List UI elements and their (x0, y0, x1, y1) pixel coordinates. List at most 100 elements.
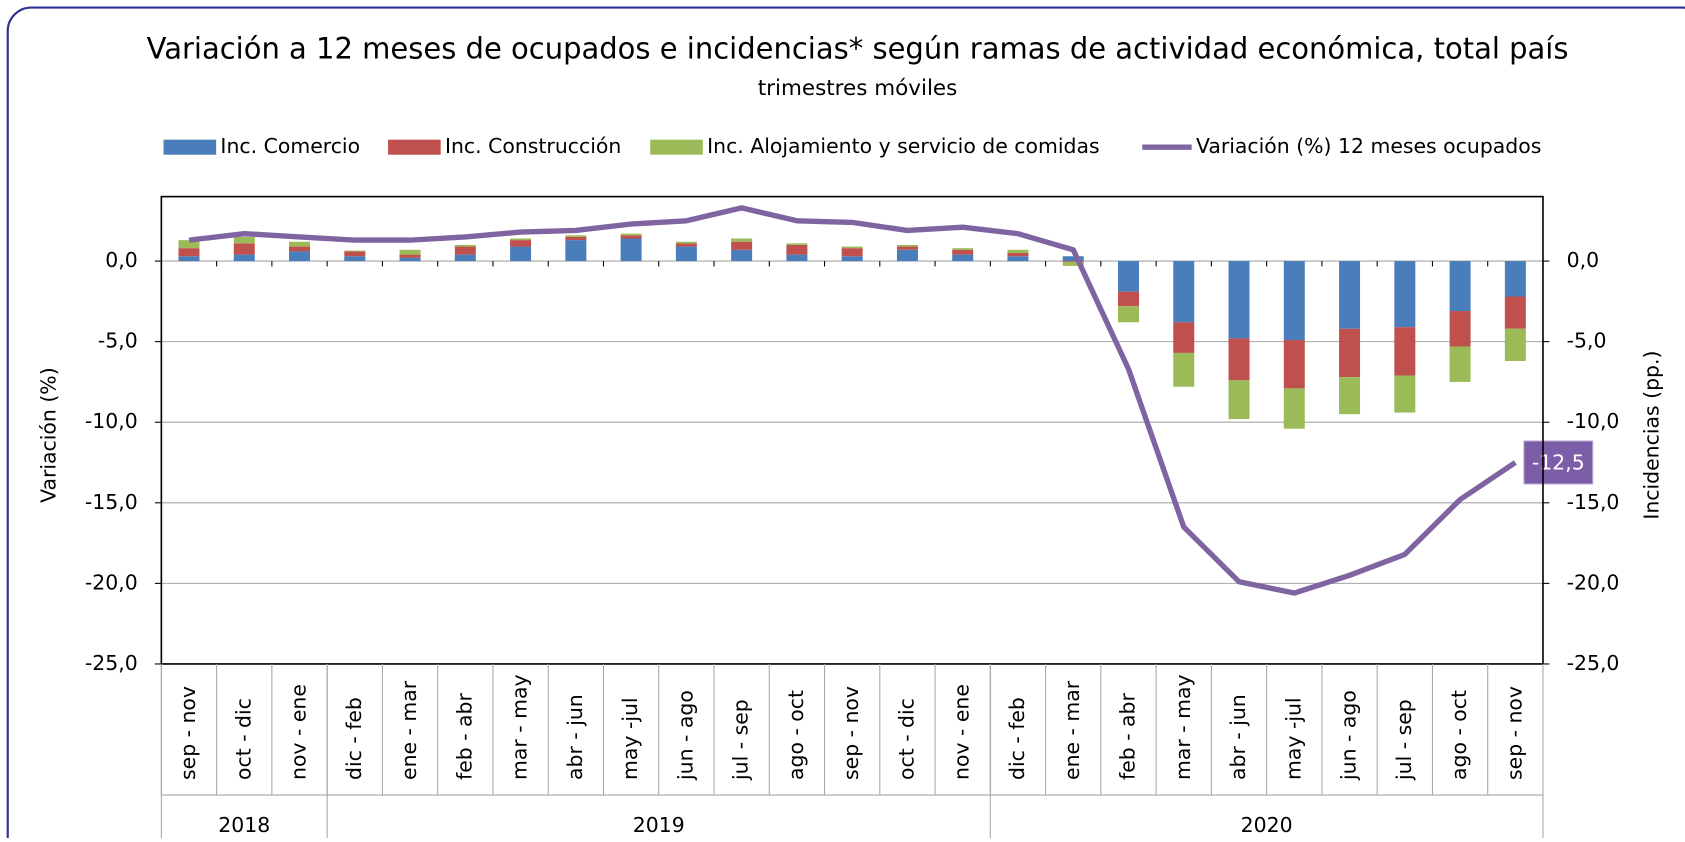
bar (510, 240, 532, 247)
chart-subtitle: trimestres móviles (758, 76, 958, 101)
bar (731, 238, 753, 242)
bar (1007, 256, 1029, 262)
y2-tick-label: -20,0 (1567, 570, 1620, 594)
bar (1339, 328, 1361, 378)
x-tick-label: feb - abr (452, 692, 476, 779)
x-tick-label: abr - jun (563, 694, 587, 780)
x-tick-label: may -jul (1281, 697, 1305, 780)
bar (178, 256, 200, 262)
bar (1283, 261, 1305, 341)
bar (344, 251, 366, 257)
x-tick-label: sep - nov (1502, 686, 1526, 780)
bar (178, 248, 200, 257)
bar (1062, 261, 1084, 262)
bar (1283, 388, 1305, 429)
legend-label: Variación (%) 12 meses ocupados (1196, 134, 1541, 158)
frame (6, 6, 1685, 842)
x-tick-label: dic - feb (342, 697, 366, 780)
x-tick-label: mar - may (508, 674, 532, 780)
y-tick-label: -25,0 (85, 651, 138, 675)
bar (1449, 346, 1471, 382)
bar (565, 236, 587, 241)
bar (731, 241, 753, 250)
x-tick-label: ago - oct (784, 690, 808, 780)
bar (896, 246, 918, 250)
bar (1228, 338, 1250, 381)
legend-swatch (388, 139, 441, 155)
bar (1394, 261, 1416, 328)
y2-tick-label: -25,0 (1567, 651, 1620, 675)
x-tick-label: ene - mar (1060, 680, 1084, 780)
bar (1449, 261, 1471, 312)
y-tick-label: -20,0 (85, 570, 138, 594)
y2-tick-label: 0,0 (1567, 248, 1599, 272)
bar (344, 250, 366, 252)
bar (289, 251, 311, 262)
legend-label: Inc. Alojamiento y servicio de comidas (707, 134, 1100, 158)
bar (1117, 291, 1139, 307)
bar (565, 235, 587, 237)
bar (399, 257, 421, 262)
year-label: 2019 (633, 813, 685, 837)
bar (786, 244, 808, 255)
bar (233, 254, 255, 262)
x-tick-label: dic - feb (1005, 697, 1029, 780)
y2-tick-label: -5,0 (1567, 329, 1607, 353)
bar (1173, 352, 1195, 387)
bar (1062, 256, 1084, 262)
bar (675, 243, 697, 247)
y-tick-label: -10,0 (85, 409, 138, 433)
bar (841, 246, 863, 249)
bar (841, 248, 863, 257)
x-tick-label: jun - ago (1337, 690, 1361, 781)
y-axis-label: Variación (%) (37, 367, 61, 503)
y2-tick-label: -10,0 (1567, 409, 1620, 433)
bar (1394, 327, 1416, 376)
legend-swatch (163, 139, 217, 155)
x-tick-label: nov - ene (287, 684, 311, 780)
bar (1117, 306, 1139, 323)
bar (454, 244, 476, 247)
bar (841, 256, 863, 262)
x-tick-label: jun - ago (673, 690, 697, 781)
x-tick-label: sep - nov (176, 686, 200, 780)
bar (952, 248, 974, 250)
year-label: 2018 (218, 813, 270, 837)
bar (1228, 261, 1250, 339)
bar (896, 249, 918, 262)
bar (1007, 249, 1029, 254)
bar (620, 238, 642, 262)
bar (786, 254, 808, 262)
x-tick-label: oct - dic (894, 698, 918, 780)
y2-axis-label: Incidencias (pp.) (1640, 351, 1664, 520)
bar (233, 243, 255, 255)
chart-title: Variación a 12 meses de ocupados e incid… (147, 31, 1569, 65)
value-label-box (1523, 440, 1594, 485)
bar (675, 241, 697, 244)
bar (454, 254, 476, 262)
y-tick-label: -15,0 (85, 490, 138, 514)
bar (952, 249, 974, 255)
x-tick-label: oct - dic (231, 698, 255, 780)
x-tick-label: may -jul (618, 697, 642, 780)
bar (675, 246, 697, 262)
x-tick-label: ene - mar (397, 680, 421, 780)
bar (1339, 377, 1361, 415)
bar (289, 241, 311, 247)
x-tick-label: jul - sep (1392, 699, 1416, 781)
bar (1394, 375, 1416, 413)
bar (1173, 261, 1195, 323)
x-tick-label: jul - sep (729, 699, 753, 781)
bar (178, 240, 200, 249)
bar (1007, 253, 1029, 257)
line (188, 205, 1517, 596)
bar (1117, 261, 1139, 292)
bar (1504, 261, 1526, 297)
year-label: 2020 (1241, 813, 1293, 837)
bar (1173, 322, 1195, 353)
bar (399, 254, 421, 258)
bar (1504, 328, 1526, 361)
bar (1339, 261, 1361, 329)
